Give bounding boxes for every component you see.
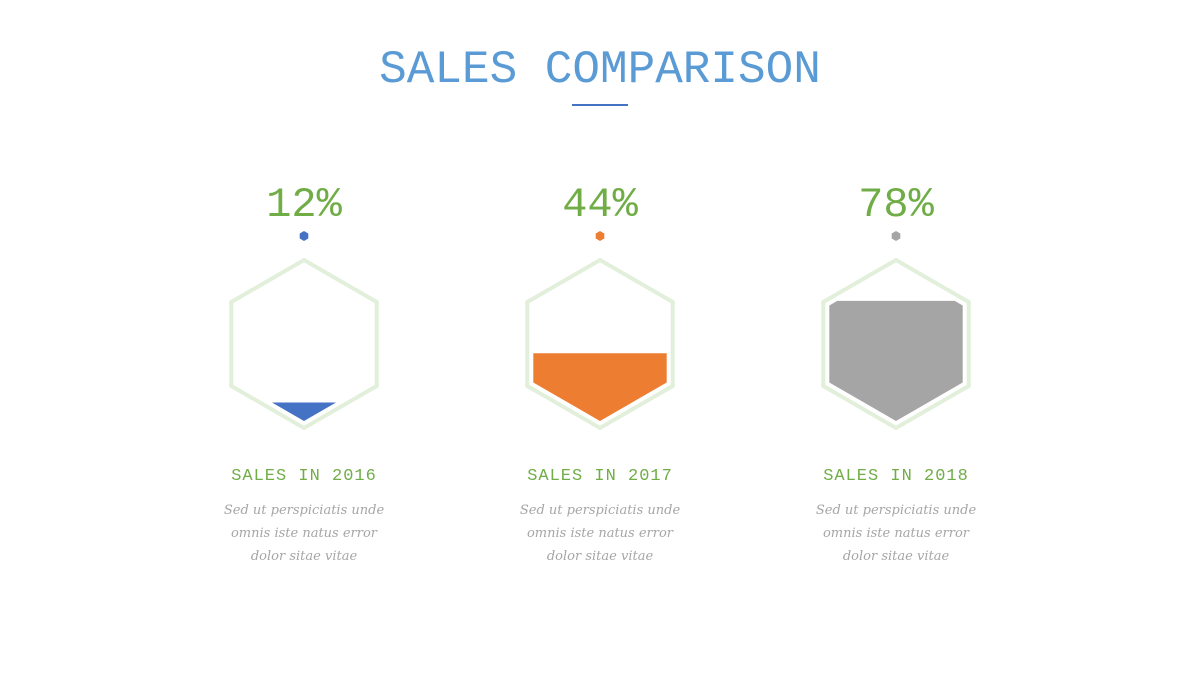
description: dolor sitae vitae	[251, 549, 358, 564]
hex-outline	[229, 257, 379, 431]
hex-outline	[525, 257, 675, 431]
category-label: SALES IN 2016	[231, 467, 377, 486]
category-label: SALES IN 2017	[527, 467, 673, 486]
marker-dot	[891, 231, 901, 241]
description: omnis iste natus error	[823, 526, 970, 541]
marker-dot	[299, 231, 309, 241]
description: Sed ut perspiciatis unde	[224, 503, 385, 518]
description: dolor sitae vitae	[843, 549, 950, 564]
description: Sed ut perspiciatis unde	[520, 503, 681, 518]
value-label: 12%	[266, 181, 342, 229]
hex-outline	[821, 257, 971, 431]
title: SALES COMPARISON	[379, 44, 821, 96]
hex-fill	[829, 300, 963, 421]
value-label: 44%	[562, 181, 638, 229]
hex-fill	[533, 353, 667, 421]
category-label: SALES IN 2018	[823, 467, 969, 486]
description: dolor sitae vitae	[547, 549, 654, 564]
hex-fill	[271, 402, 337, 421]
marker-dot	[595, 231, 605, 241]
description: Sed ut perspiciatis unde	[816, 503, 977, 518]
description: omnis iste natus error	[527, 526, 674, 541]
value-label: 78%	[858, 181, 934, 229]
description: omnis iste natus error	[231, 526, 378, 541]
